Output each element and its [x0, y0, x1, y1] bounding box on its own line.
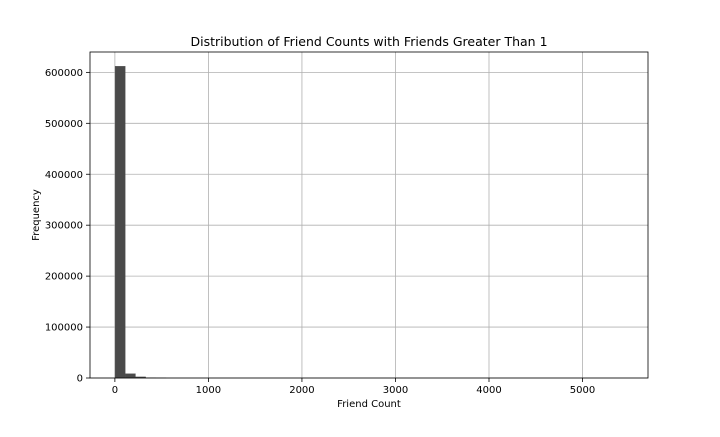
x-tick-label: 5000: [570, 385, 595, 396]
x-tick-label: 2000: [289, 385, 314, 396]
tick-layer: 0 1000 2000 3000 4000 5000 0 100000 200000 300000…: [45, 68, 595, 396]
chart-title: Distribution of Friend Counts with Frien…: [190, 34, 547, 49]
y-tick-label: 400000: [45, 170, 83, 181]
x-tick-label: 0: [112, 385, 118, 396]
bar-layer: [115, 66, 166, 378]
y-tick-label: 300000: [45, 221, 83, 232]
y-tick-label: 0: [77, 374, 83, 385]
y-tick-label: 200000: [45, 272, 83, 283]
x-axis-label: Friend Count: [337, 399, 401, 410]
histogram-bar: [115, 66, 125, 378]
x-tick-label: 1000: [196, 385, 221, 396]
plot-frame: [90, 52, 648, 378]
histogram-bar: [125, 374, 135, 378]
y-tick-label: 100000: [45, 323, 83, 334]
y-tick-label: 600000: [45, 68, 83, 79]
x-tick-label: 3000: [383, 385, 408, 396]
y-tick-label: 500000: [45, 119, 83, 130]
y-axis-label: Frequency: [31, 189, 42, 241]
grid-layer: [90, 52, 648, 378]
x-tick-label: 4000: [476, 385, 501, 396]
